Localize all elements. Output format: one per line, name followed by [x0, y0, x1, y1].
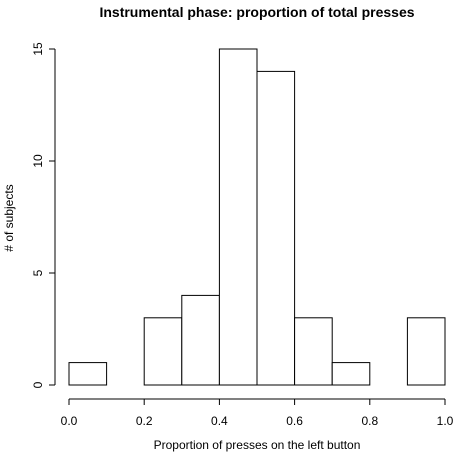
histogram-bar: [294, 317, 333, 386]
x-axis: 0.0 0.2 0.4 0.6 0.8 1.0: [61, 398, 454, 428]
y-axis: 0 5 10 15: [31, 42, 56, 388]
y-tick-label: 0: [31, 381, 45, 388]
chart-title: Instrumental phase: proportion of total …: [99, 4, 414, 20]
y-tick-label: 15: [31, 42, 45, 56]
histogram-bar: [331, 362, 371, 386]
x-tick-label: 0.2: [136, 414, 153, 428]
y-tick-label: 10: [31, 154, 45, 168]
x-tick-label: 1.0: [437, 414, 454, 428]
histogram-bar: [256, 70, 296, 386]
histogram-bar: [68, 362, 108, 386]
bars-group: [68, 48, 446, 386]
x-tick-label: 0.8: [361, 414, 378, 428]
histogram-bar: [181, 294, 220, 386]
y-axis-label: # of subjects: [2, 184, 16, 251]
x-tick-label: 0.0: [61, 414, 78, 428]
histogram-bar: [218, 48, 258, 386]
x-tick-label: 0.4: [211, 414, 228, 428]
histogram-bar: [406, 317, 446, 386]
histogram-bar: [143, 317, 183, 386]
x-tick-label: 0.6: [286, 414, 303, 428]
x-axis-label: Proportion of presses on the left button: [154, 438, 361, 452]
y-tick-label: 5: [31, 269, 45, 276]
